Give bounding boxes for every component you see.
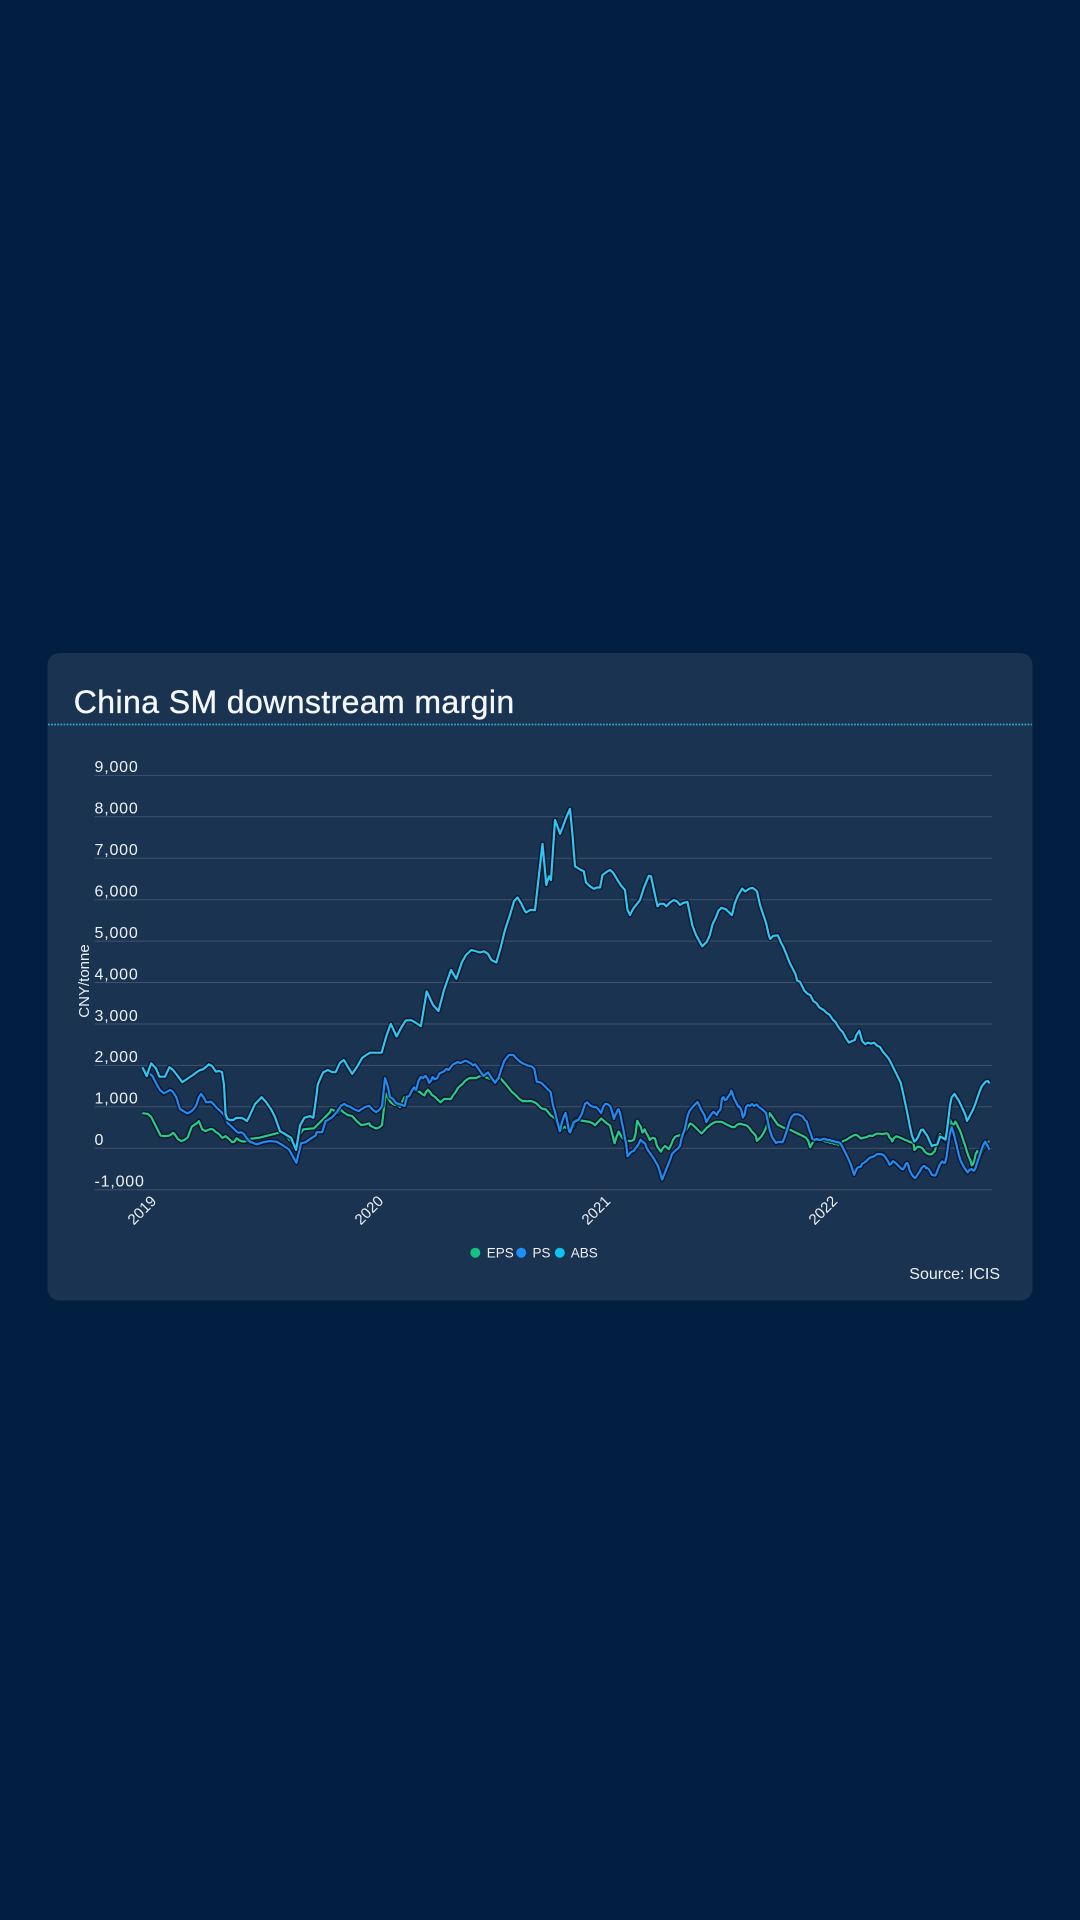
svg-text:9,000: 9,000 xyxy=(95,759,139,776)
svg-text:China SM downstream margin: China SM downstream margin xyxy=(74,684,515,720)
svg-text:7,000: 7,000 xyxy=(95,842,139,859)
svg-text:Source: ICIS: Source: ICIS xyxy=(909,1266,1000,1283)
svg-text:PS: PS xyxy=(533,1246,551,1261)
svg-text:EPS: EPS xyxy=(487,1246,514,1261)
svg-text:4,000: 4,000 xyxy=(95,966,139,983)
svg-text:8,000: 8,000 xyxy=(95,801,139,818)
svg-text:CNY/tonne: CNY/tonne xyxy=(76,944,93,1017)
svg-text:0: 0 xyxy=(95,1132,105,1149)
svg-text:1,000: 1,000 xyxy=(95,1091,139,1108)
svg-text:6,000: 6,000 xyxy=(95,884,139,901)
svg-text:-1,000: -1,000 xyxy=(95,1174,145,1191)
svg-text:ABS: ABS xyxy=(571,1246,598,1261)
svg-text:3,000: 3,000 xyxy=(95,1008,139,1025)
svg-text:2,000: 2,000 xyxy=(95,1049,139,1066)
svg-text:5,000: 5,000 xyxy=(95,925,139,942)
